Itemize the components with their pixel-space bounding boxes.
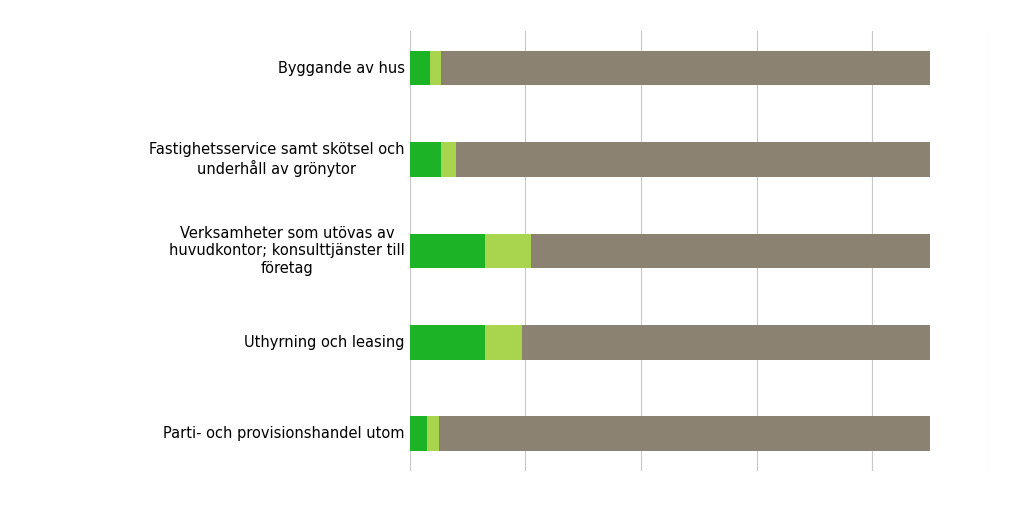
Bar <box>531 233 931 268</box>
Bar <box>522 325 931 359</box>
Bar <box>438 416 930 451</box>
Bar <box>456 142 931 177</box>
Bar <box>410 142 441 177</box>
Bar <box>484 325 522 359</box>
Bar <box>484 233 531 268</box>
Bar <box>441 142 456 177</box>
Bar <box>430 51 441 86</box>
Bar <box>441 51 931 86</box>
Bar <box>410 233 484 268</box>
Bar <box>410 325 484 359</box>
Bar <box>410 416 427 451</box>
Bar <box>427 416 438 451</box>
Bar <box>410 51 430 86</box>
